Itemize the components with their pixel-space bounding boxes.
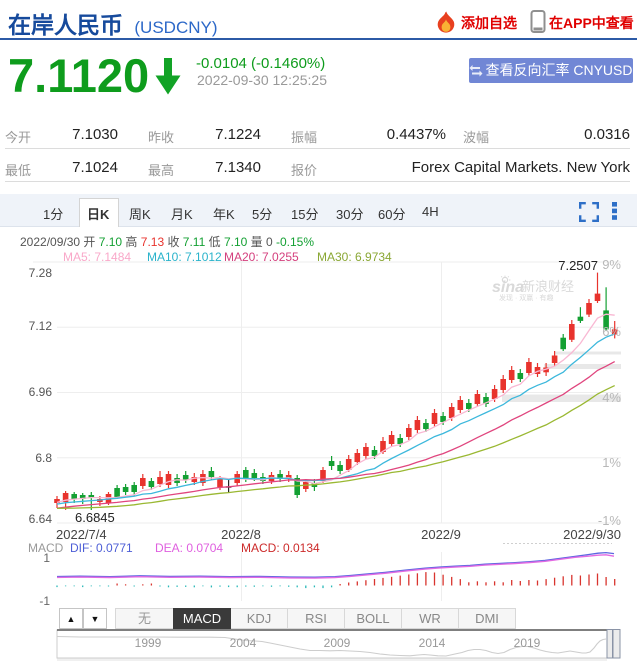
- svg-text:2022/9/30: 2022/9/30: [563, 527, 621, 542]
- svg-text:7.12: 7.12: [29, 319, 53, 333]
- svg-text:6%: 6%: [602, 324, 621, 339]
- svg-text:DIF: 0.0771: DIF: 0.0771: [70, 541, 133, 555]
- svg-text:1999: 1999: [135, 636, 162, 650]
- svg-text:2022/7/4: 2022/7/4: [56, 527, 107, 542]
- svg-text:新浪财经: 新浪财经: [522, 279, 574, 294]
- svg-text:6.8: 6.8: [35, 451, 52, 465]
- svg-text:4%: 4%: [602, 390, 621, 405]
- svg-text:-1%: -1%: [598, 513, 622, 528]
- svg-text:6.64: 6.64: [29, 512, 53, 526]
- svg-text:7.28: 7.28: [29, 266, 53, 280]
- svg-text:2014: 2014: [419, 636, 446, 650]
- svg-text:2022/9: 2022/9: [421, 527, 461, 542]
- svg-text:发现 · 双赢 · 有趣: 发现 · 双赢 · 有趣: [499, 293, 553, 302]
- svg-text:DEA: 0.0704: DEA: 0.0704: [155, 541, 223, 555]
- svg-text:MACD: 0.0134: MACD: 0.0134: [241, 541, 320, 555]
- svg-text:-1: -1: [39, 594, 50, 608]
- svg-text:2022/8: 2022/8: [221, 527, 261, 542]
- svg-text:1%: 1%: [602, 455, 621, 470]
- svg-text:1: 1: [43, 551, 50, 565]
- svg-text:sina: sina: [492, 279, 524, 296]
- svg-text:MACD: MACD: [28, 541, 64, 555]
- svg-text:2019: 2019: [514, 636, 541, 650]
- svg-text:2009: 2009: [324, 636, 351, 650]
- svg-text:9%: 9%: [602, 257, 621, 272]
- svg-text:6.6845: 6.6845: [75, 510, 115, 525]
- svg-text:7.2507: 7.2507: [558, 258, 598, 273]
- svg-text:6.96: 6.96: [29, 385, 53, 399]
- svg-text:2004: 2004: [230, 636, 257, 650]
